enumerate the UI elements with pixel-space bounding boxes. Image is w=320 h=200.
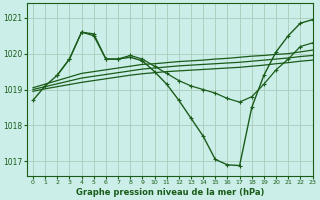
X-axis label: Graphe pression niveau de la mer (hPa): Graphe pression niveau de la mer (hPa)	[76, 188, 264, 197]
